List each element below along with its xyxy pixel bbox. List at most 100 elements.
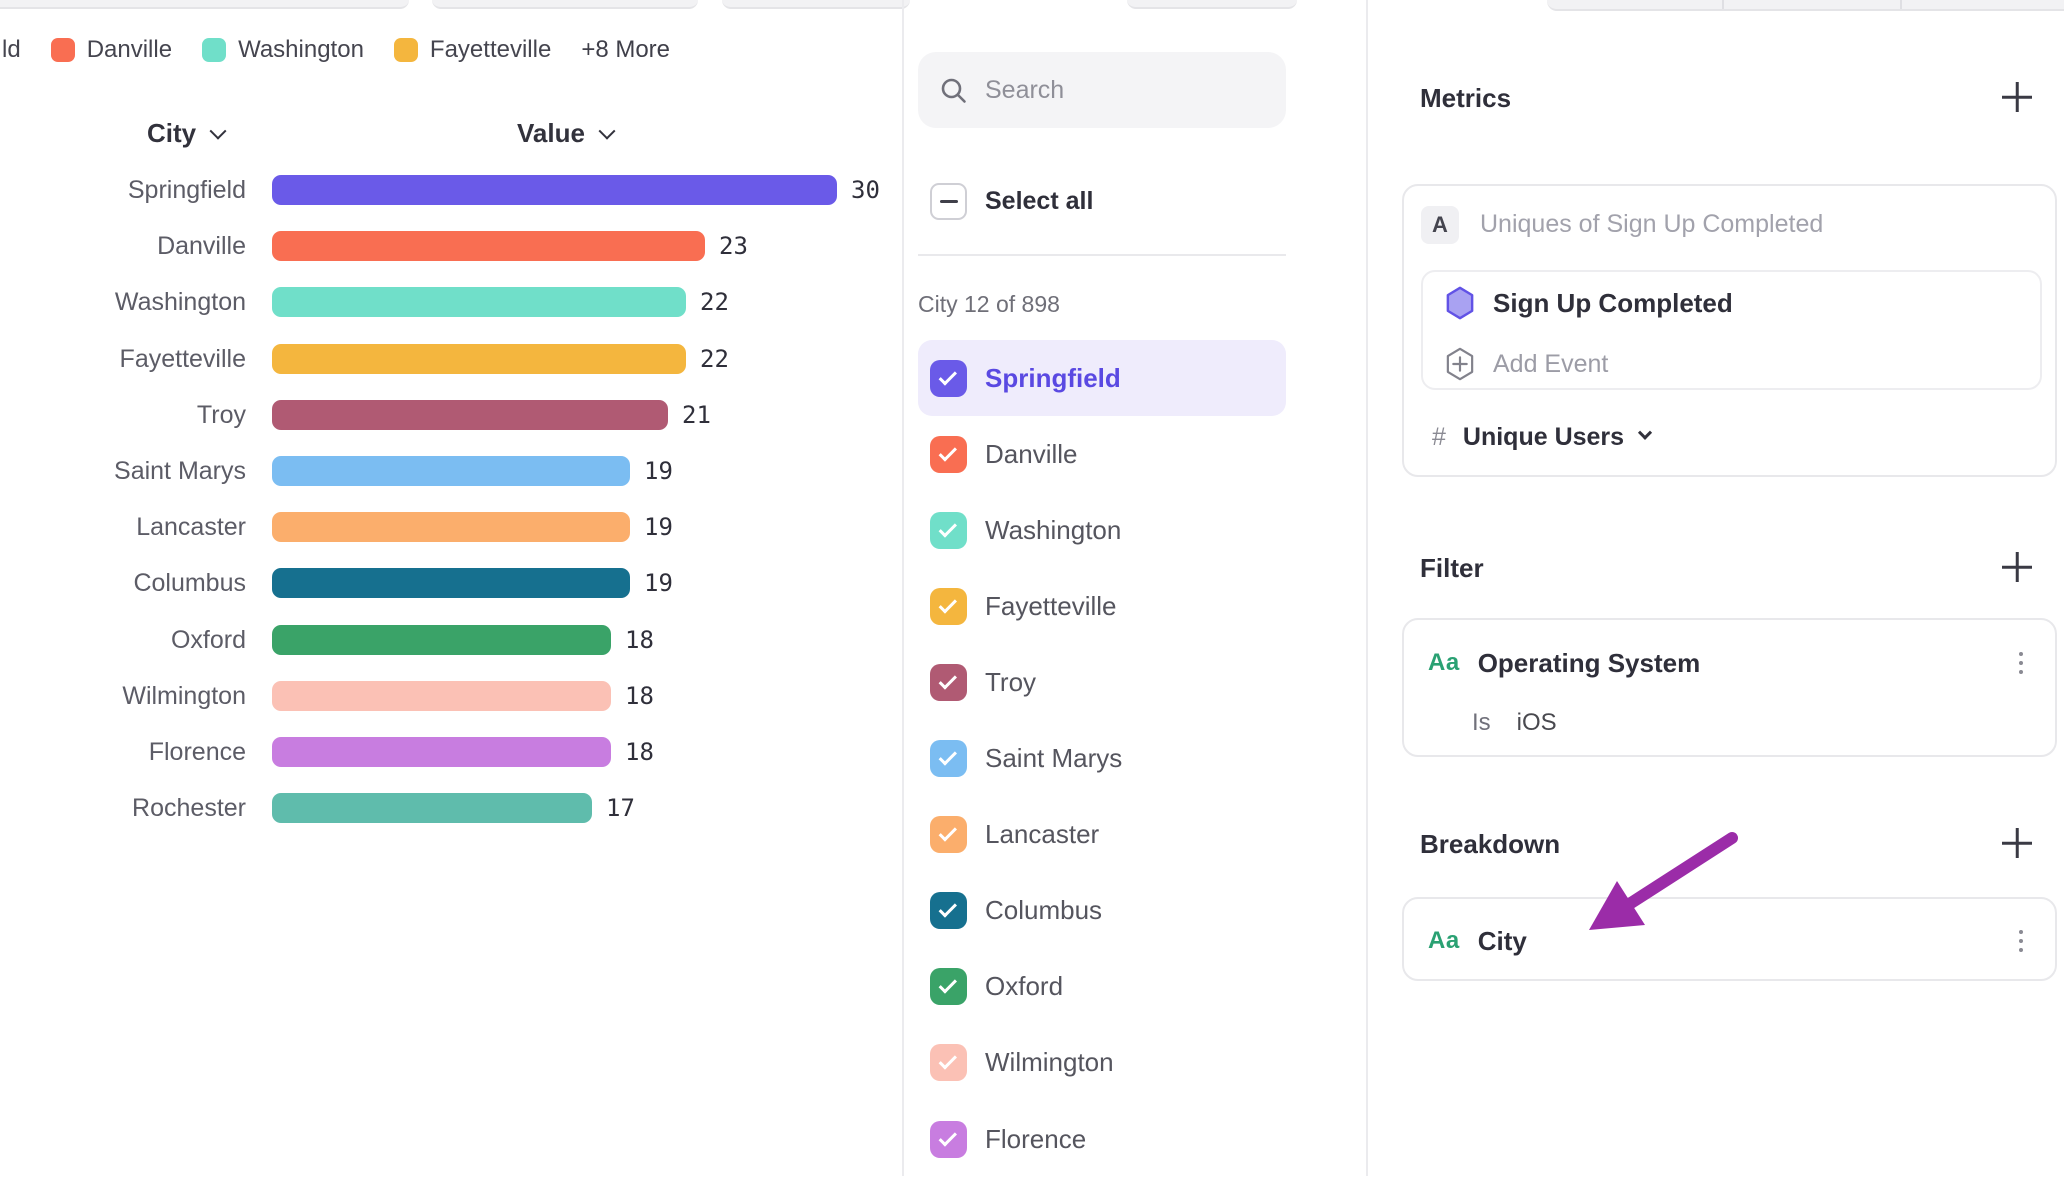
legend-item-partial[interactable]: ld (2, 36, 21, 63)
add-event-label: Add Event (1493, 349, 1609, 378)
city-list-item-columbus[interactable]: Columbus (918, 873, 1286, 949)
city-label: Oxford (985, 971, 1064, 1002)
add-event-row[interactable]: Add Event (1445, 344, 1608, 384)
filter-property-row[interactable]: Aa Operating System (1428, 643, 1700, 683)
checkbox-checked[interactable] (930, 511, 967, 549)
check-icon (938, 366, 957, 386)
toolbar-fragment (1127, 0, 1297, 9)
filter-options-menu-icon[interactable] (2011, 643, 2031, 683)
city-label: Springfield (985, 362, 1121, 393)
bar-value-label: 17 (606, 794, 635, 823)
bar-category-label: Rochester (132, 794, 246, 823)
bar-segment[interactable] (272, 568, 630, 599)
column-header-city[interactable]: City (147, 118, 227, 149)
breakdown-section-title: Breakdown (1420, 829, 1561, 859)
city-label: Troy (985, 666, 1037, 697)
city-label: Fayetteville (985, 590, 1117, 621)
breakdown-card: Aa City (1402, 897, 2057, 981)
legend-more-button[interactable]: +8 More (581, 36, 671, 63)
column-header-value[interactable]: Value (517, 118, 616, 149)
bar-value-label: 18 (625, 681, 654, 710)
bar-segment[interactable] (272, 175, 837, 205)
check-icon (938, 975, 957, 994)
select-all-label: Select all (985, 187, 1094, 215)
checkbox-checked[interactable] (930, 663, 967, 701)
bar-segment[interactable] (272, 624, 611, 655)
bar-segment[interactable] (272, 231, 705, 262)
metric-card: A Uniques of Sign Up Completed Sign Up C… (1402, 184, 2057, 477)
bar-segment[interactable] (272, 680, 611, 711)
search-icon (941, 78, 966, 103)
city-list-item-danville[interactable]: Danville (918, 416, 1286, 492)
bar-value-label: 19 (644, 457, 673, 485)
formula-badge: A (1421, 206, 1459, 244)
city-label: Lancaster (985, 819, 1100, 850)
bar-segment[interactable] (272, 399, 668, 430)
city-list-item-lancaster[interactable]: Lancaster (918, 797, 1286, 873)
aggregation-selector[interactable]: # Unique Users (1432, 422, 1653, 452)
bar-segment[interactable] (272, 512, 630, 543)
chevron-down-icon (598, 122, 616, 140)
search-input[interactable] (985, 75, 1265, 105)
legend-item[interactable]: Washington (202, 36, 364, 64)
bar-segment[interactable] (272, 456, 630, 486)
city-list-item-fayetteville[interactable]: Fayetteville (918, 568, 1286, 644)
city-list-item-oxford[interactable]: Oxford (918, 949, 1286, 1025)
panel-divider (1366, 0, 1368, 1176)
check-icon (938, 442, 957, 462)
city-list-item-florence[interactable]: Florence (918, 1101, 1286, 1177)
checkbox-checked[interactable] (930, 587, 967, 625)
add-breakdown-button[interactable] (2002, 828, 2032, 858)
breakdown-property-row[interactable]: Aa City (1428, 921, 1527, 961)
legend-item[interactable]: Danville (50, 36, 173, 64)
add-filter-button[interactable] (2002, 552, 2032, 582)
city-label: Danville (985, 438, 1078, 469)
filter-property-name: Operating System (1477, 647, 1701, 678)
checkbox-checked[interactable] (930, 435, 967, 473)
filter-operator: Is (1472, 709, 1491, 736)
bar-category-label: Florence (148, 738, 246, 766)
check-icon (938, 899, 957, 918)
bar-category-label: Columbus (133, 569, 246, 598)
checkbox-checked[interactable] (930, 1120, 967, 1158)
chevron-down-icon (1638, 425, 1653, 440)
filter-condition-row[interactable]: Is iOS (1472, 708, 1557, 738)
checkbox-checked[interactable] (930, 892, 967, 930)
checkbox-checked[interactable] (930, 1044, 967, 1082)
legend-label: Danville (86, 36, 173, 63)
checkbox-checked[interactable] (930, 740, 967, 777)
select-all-checkbox-indeterminate[interactable] (930, 183, 967, 220)
bar-category-label: Lancaster (136, 513, 246, 542)
search-box[interactable] (918, 52, 1286, 128)
bar-category-label: Saint Marys (114, 457, 246, 485)
select-all-row[interactable]: Select all (930, 183, 1093, 220)
checkbox-checked[interactable] (930, 816, 967, 854)
toolbar-fragment (0, 0, 409, 9)
bar-segment[interactable] (272, 343, 686, 374)
check-icon (938, 1127, 957, 1147)
legend-item[interactable]: Fayetteville (393, 36, 551, 64)
bar-value-label: 18 (625, 738, 654, 766)
bar-value-label: 19 (644, 513, 673, 542)
list-count-label: City 12 of 898 (918, 291, 1060, 317)
breakdown-options-menu-icon[interactable] (2011, 921, 2031, 961)
event-row[interactable]: Sign Up Completed (1445, 283, 1733, 323)
checkbox-checked[interactable] (930, 968, 967, 1006)
city-list-item-springfield[interactable]: Springfield (918, 340, 1286, 416)
segment-divider (1900, 0, 1902, 9)
breakdown-property-name: City (1477, 925, 1527, 956)
checkbox-checked[interactable] (930, 359, 967, 397)
bar-segment[interactable] (272, 793, 592, 824)
city-list-item-wilmington[interactable]: Wilmington (918, 1025, 1286, 1101)
city-list-item-troy[interactable]: Troy (918, 644, 1286, 720)
filter-value: iOS (1516, 709, 1557, 736)
city-list-item-saint-marys[interactable]: Saint Marys (918, 721, 1286, 797)
bar-category-label: Washington (114, 288, 246, 317)
bar-segment[interactable] (272, 287, 686, 318)
city-label: Washington (985, 514, 1122, 545)
city-label: Columbus (985, 895, 1103, 926)
bar-segment[interactable] (272, 737, 611, 767)
add-metric-button[interactable] (2002, 82, 2032, 112)
city-list-item-washington[interactable]: Washington (918, 492, 1286, 568)
number-type-icon: # (1432, 422, 1446, 451)
